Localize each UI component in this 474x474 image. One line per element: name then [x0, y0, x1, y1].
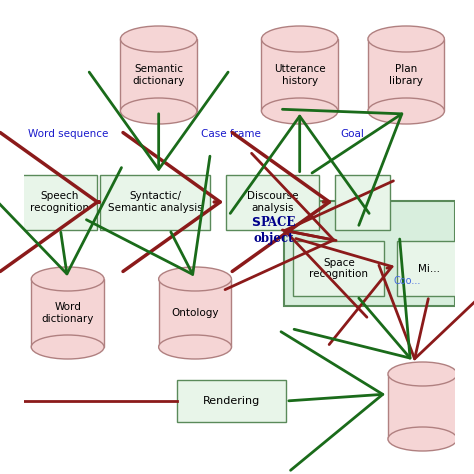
Ellipse shape	[31, 267, 104, 291]
Text: Semantic
dictionary: Semantic dictionary	[132, 64, 185, 86]
Text: Goal: Goal	[341, 129, 365, 139]
Bar	[177, 380, 286, 422]
Text: Word
dictionary: Word dictionary	[42, 302, 94, 324]
Text: Space
recognition: Space recognition	[310, 258, 368, 279]
Ellipse shape	[368, 98, 444, 124]
Text: Word sequence: Word sequence	[27, 129, 108, 139]
Bar	[100, 174, 210, 229]
Bar	[293, 241, 384, 296]
Ellipse shape	[368, 26, 444, 52]
Ellipse shape	[159, 267, 231, 291]
Text: PACE: PACE	[261, 216, 296, 229]
Bar	[226, 174, 319, 229]
Bar	[397, 241, 461, 296]
Text: S: S	[252, 216, 261, 229]
Ellipse shape	[31, 335, 104, 359]
Ellipse shape	[120, 26, 197, 52]
Bar	[335, 174, 390, 229]
Bar	[262, 39, 338, 111]
Text: Plan
library: Plan library	[389, 64, 423, 86]
Ellipse shape	[159, 335, 231, 359]
Text: Syntactic/
Semantic analysis: Syntactic/ Semantic analysis	[108, 191, 202, 213]
Text: Rendering: Rendering	[203, 396, 260, 406]
Text: Speech
recognition: Speech recognition	[30, 191, 89, 213]
Ellipse shape	[262, 26, 338, 52]
Ellipse shape	[262, 98, 338, 124]
Text: Utterance
history: Utterance history	[274, 64, 326, 86]
Text: Case frame: Case frame	[201, 129, 261, 139]
Bar	[284, 201, 456, 306]
Bar	[159, 279, 231, 347]
Text: Coo...: Coo...	[393, 276, 421, 286]
Ellipse shape	[120, 98, 197, 124]
Ellipse shape	[388, 427, 457, 451]
Bar	[22, 174, 97, 229]
Text: Ontology: Ontology	[171, 308, 219, 318]
Bar	[388, 374, 457, 439]
Text: Discourse
analysis: Discourse analysis	[246, 191, 298, 213]
Text: object: object	[253, 232, 294, 245]
Ellipse shape	[388, 362, 457, 386]
Bar	[31, 279, 104, 347]
Bar	[120, 39, 197, 111]
Text: Mi...: Mi...	[418, 264, 440, 273]
Bar	[368, 39, 444, 111]
